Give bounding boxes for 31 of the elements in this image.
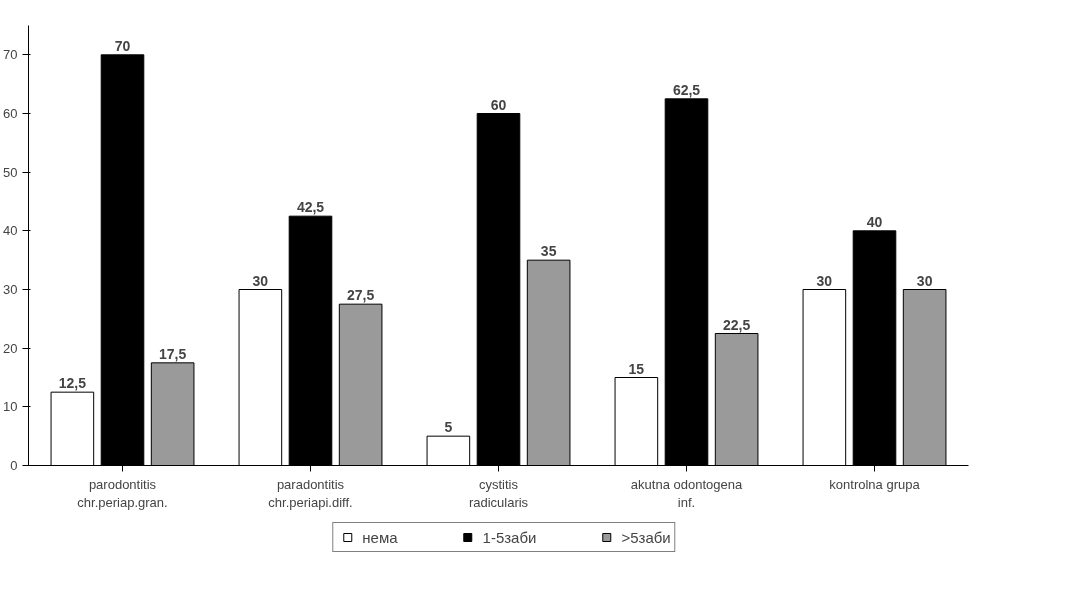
y-tick-label: 50 <box>3 164 18 180</box>
data-label: 70 <box>114 37 131 54</box>
legend-label: 1-5заби <box>482 528 537 546</box>
data-label: 30 <box>252 272 269 289</box>
data-label: 5 <box>444 419 453 436</box>
data-label: 22,5 <box>723 316 751 333</box>
y-tick-label: 30 <box>3 282 18 297</box>
legend-label: нема <box>362 528 398 546</box>
data-label: 12,5 <box>58 375 87 392</box>
y-tick-label: 40 <box>3 223 18 239</box>
data-label: 40 <box>866 213 883 230</box>
y-tick-label: 10 <box>3 399 18 415</box>
data-label: 27,5 <box>347 287 375 304</box>
x-tick-label: kontrolna grupa <box>829 476 921 492</box>
data-label: 62,5 <box>672 81 701 98</box>
data-label: 17,5 <box>159 345 187 362</box>
y-tick-label: 60 <box>3 106 18 121</box>
data-label: 15 <box>628 360 645 377</box>
x-tick-label: akutna odontogena inf. <box>630 476 743 510</box>
x-tick-label: paradontitis chr.periapi.diff. <box>268 476 353 510</box>
y-tick-label: 0 <box>10 458 18 473</box>
data-label: 30 <box>916 272 933 289</box>
x-tick-label: parodontitis chr.periap.gran. <box>77 476 168 510</box>
y-tick-label: 20 <box>3 340 18 356</box>
data-label: 35 <box>540 243 557 260</box>
y-tick-label: 70 <box>3 47 18 63</box>
data-label: 30 <box>816 272 833 289</box>
x-tick-label: cystitis radicularis <box>468 476 529 510</box>
data-label: 42,5 <box>296 199 325 216</box>
legend-label: >5заби <box>621 528 671 546</box>
data-label: 60 <box>490 96 507 113</box>
